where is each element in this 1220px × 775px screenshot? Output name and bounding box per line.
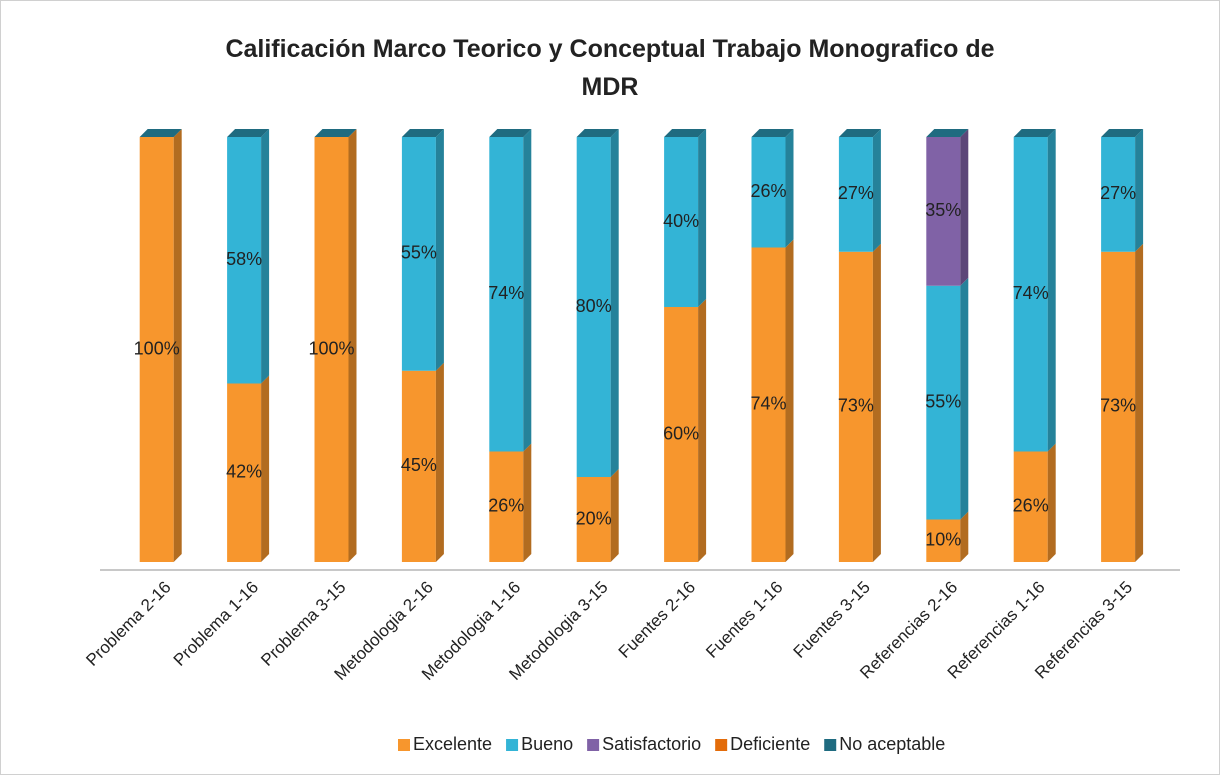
bar-side [785, 129, 794, 248]
bar-segment [838, 137, 873, 252]
data-label: 26% [750, 181, 786, 201]
bar-cap [751, 129, 794, 137]
data-label: 20% [576, 508, 612, 528]
data-label: 10% [925, 530, 961, 550]
bar-side [523, 443, 532, 562]
bar-segment [751, 247, 786, 562]
bar-cap [926, 129, 969, 137]
legend-label: Deficiente [730, 734, 810, 754]
bar-segment [314, 137, 349, 562]
legend-swatch [506, 739, 519, 751]
bar-side [348, 129, 357, 562]
data-label: 60% [663, 423, 699, 443]
bar-segment [838, 251, 873, 562]
bar-segment [489, 451, 524, 562]
bar-segment [664, 137, 699, 307]
legend-swatch [398, 739, 410, 751]
bar-side [960, 277, 969, 520]
bar-side [1135, 243, 1144, 562]
bar-side [435, 362, 444, 562]
legend-label: No aceptable [839, 734, 945, 754]
data-label: 100% [134, 338, 180, 358]
legend-label: Satisfactorio [602, 734, 701, 754]
bar-cap [1101, 129, 1144, 137]
bar-segment [1101, 251, 1136, 562]
bar-segment [227, 137, 262, 384]
data-label: 40% [663, 211, 699, 231]
data-label: 27% [838, 183, 874, 203]
bar-cap [1013, 129, 1056, 137]
bar-side [960, 129, 969, 286]
data-label: 55% [925, 391, 961, 411]
bar-segment [576, 477, 611, 562]
bar-side [610, 129, 619, 477]
data-label: 26% [1013, 496, 1049, 516]
bar-cap [314, 129, 357, 137]
bar-segment [926, 285, 961, 520]
bar-segment [401, 137, 436, 371]
bar-segment [926, 519, 961, 562]
data-label: 27% [1100, 183, 1136, 203]
bar-segment [1013, 137, 1048, 452]
bar-cap [838, 129, 881, 137]
bar-segment [139, 137, 174, 562]
data-label: 74% [1013, 283, 1049, 303]
bar-segment [227, 383, 262, 562]
data-label: 100% [308, 338, 354, 358]
bar-side [1047, 443, 1056, 562]
bar-side [872, 129, 881, 252]
bar-segment [664, 307, 699, 562]
legend-swatch [824, 739, 837, 751]
bar-cap [576, 129, 619, 137]
data-label: 45% [401, 455, 437, 475]
bar-segment [1013, 451, 1048, 562]
bar-side [960, 511, 969, 562]
bar-side [261, 129, 270, 384]
data-label: 55% [401, 243, 437, 263]
bar-side [1047, 129, 1056, 452]
bar-side [173, 129, 182, 562]
bar-segment [401, 370, 436, 562]
data-label: 42% [226, 462, 262, 482]
bar-side [785, 239, 794, 562]
data-label: 26% [488, 496, 524, 516]
chart-title: Calificación Marco Teorico y Conceptual … [225, 35, 995, 101]
bar-segment [489, 137, 524, 452]
bar-cap [227, 129, 270, 137]
bar-cap [664, 129, 707, 137]
bar-side [435, 129, 444, 371]
bar-side [523, 129, 532, 452]
legend-label: Excelente [413, 734, 492, 754]
bar-cap [401, 129, 444, 137]
bar-segment [1101, 137, 1136, 252]
data-label: 35% [925, 200, 961, 220]
bar-segment [576, 137, 611, 477]
bar-cap [139, 129, 182, 137]
data-label: 73% [1100, 396, 1136, 416]
bar-side [261, 375, 270, 562]
data-label: 74% [488, 283, 524, 303]
bar-side [872, 243, 881, 562]
bar-segment [926, 137, 961, 286]
bar-side [698, 299, 707, 562]
bar-cap [489, 129, 532, 137]
data-label: 58% [226, 249, 262, 269]
legend-swatch [587, 739, 600, 751]
bar-segment [751, 137, 786, 248]
bar-side [1135, 129, 1144, 252]
data-label: 73% [838, 396, 874, 416]
data-label: 74% [750, 394, 786, 414]
legend-swatch [715, 739, 728, 751]
legend-label: Bueno [521, 734, 573, 754]
bar-side [610, 469, 619, 562]
bar-side [698, 129, 707, 307]
data-label: 80% [576, 296, 612, 316]
